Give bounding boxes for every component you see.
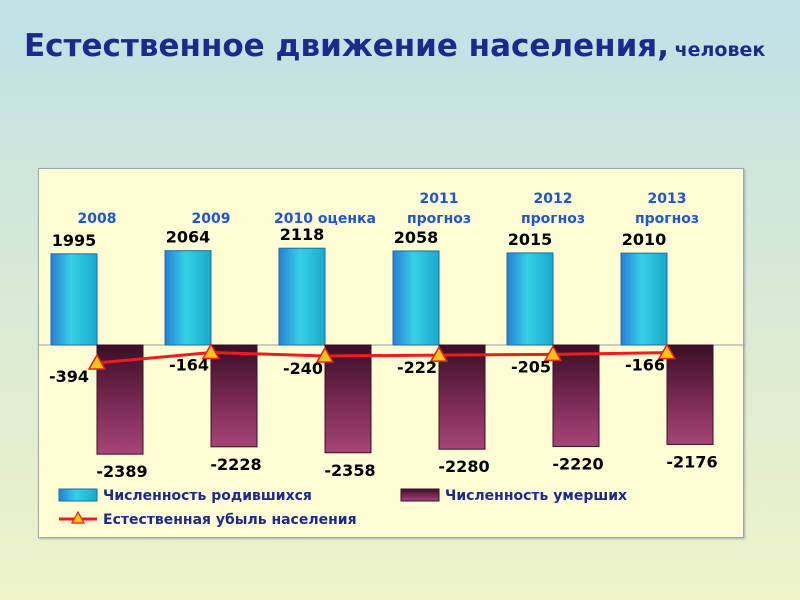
natural-decrease-line [96, 350, 668, 365]
natural-decrease-label: -394 [49, 367, 89, 386]
title-unit: человек [674, 39, 766, 61]
births-bar [620, 252, 668, 346]
deaths-value-label: -2389 [96, 462, 147, 481]
natural-decrease-marker [543, 344, 563, 362]
natural-decrease-marker [315, 346, 335, 363]
page-title: Естественное движение населения, человек [24, 28, 784, 64]
deaths-value-label: -2358 [324, 461, 375, 480]
natural-decrease-label: -164 [169, 355, 209, 374]
births-bar [50, 253, 98, 346]
births-bar [392, 250, 440, 346]
legend-deaths-swatch [400, 488, 440, 502]
category-label: 2011 [420, 191, 459, 207]
natural-decrease-label: -166 [625, 356, 665, 375]
births-value-label: 2058 [394, 228, 439, 247]
natural-decrease-marker [429, 345, 449, 362]
title-text: Естественное движение населения, [24, 28, 669, 64]
deaths-bar [324, 344, 372, 454]
deaths-bar [438, 344, 486, 450]
deaths-value-label: -2176 [666, 452, 717, 471]
natural-decrease-marker [657, 343, 677, 360]
category-label: 2009 [192, 211, 231, 227]
legend-deaths-label: Численность умерших [445, 488, 627, 504]
deaths-value-label: -2228 [210, 455, 261, 474]
births-bar [278, 247, 326, 346]
deaths-value-label: -2220 [552, 454, 603, 473]
births-bar [506, 252, 554, 346]
deaths-bar [210, 344, 258, 448]
natural-decrease-marker [201, 342, 221, 360]
natural-decrease-label: -222 [397, 358, 437, 377]
category-label: прогноз [521, 211, 585, 227]
category-label: 2013 [648, 191, 687, 207]
category-label: прогноз [635, 211, 699, 227]
chart-panel: 2008 1995 -2389 -394 2009 2064 -2228 -164 2010 о… [38, 168, 745, 538]
deaths-bar [666, 344, 714, 445]
legend-births-label: Численность родившихся [103, 488, 312, 504]
births-value-label: 1995 [52, 231, 97, 250]
legend-natural-decrease-label: Естественная убыль населения [103, 512, 357, 528]
legend-births-swatch [58, 488, 98, 502]
deaths-bar [552, 344, 600, 447]
births-value-label: 2118 [280, 225, 325, 244]
category-label: 2012 [534, 191, 573, 207]
births-value-label: 2015 [508, 230, 553, 249]
deaths-value-label: -2280 [438, 457, 489, 476]
category-label: 2008 [78, 211, 117, 227]
category-label: прогноз [407, 211, 471, 227]
births-bar [164, 250, 212, 346]
births-value-label: 2010 [622, 230, 667, 249]
category-label: 2010 оценка [274, 211, 376, 227]
legend-marker-swatch [70, 510, 86, 524]
births-value-label: 2064 [166, 228, 211, 247]
natural-decrease-label: -240 [283, 359, 323, 378]
natural-decrease-label: -205 [511, 357, 551, 376]
natural-decrease-marker [87, 353, 107, 370]
